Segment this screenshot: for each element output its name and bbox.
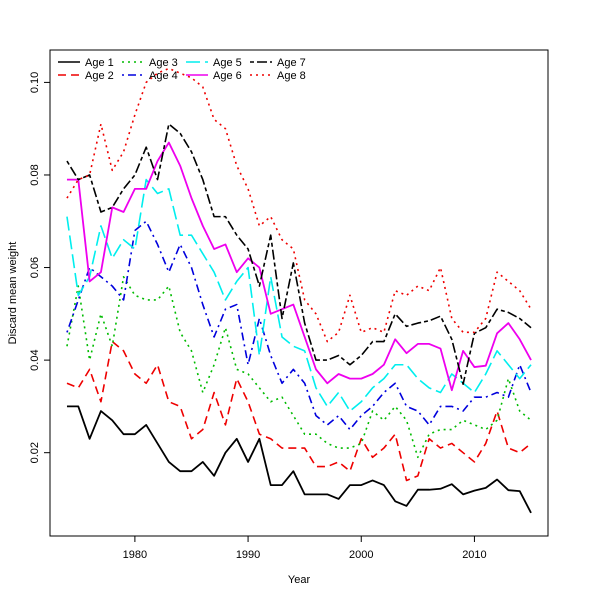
legend-label: Age 6 [213, 70, 242, 82]
legend-label: Age 5 [213, 57, 242, 69]
x-tick-label: 1990 [236, 549, 260, 561]
y-tick-label: 0.04 [29, 349, 41, 370]
y-axis: 0.02 0.04 0.06 0.08 0.10 [29, 72, 50, 463]
x-axis-title: Year [288, 574, 311, 586]
legend-item-age-3: Age 3 [122, 57, 178, 69]
x-tick-label: 2010 [462, 549, 486, 561]
series-line-age-4 [66, 220, 532, 431]
y-tick-label: 0.06 [29, 257, 41, 278]
y-tick-label: 0.10 [29, 72, 41, 93]
series-line-age-3 [66, 275, 532, 459]
series-line-age-6 [66, 141, 532, 392]
legend-label: Age 8 [277, 70, 306, 82]
series-line-age-2 [66, 340, 532, 482]
x-axis: 1980 1990 2000 2010 [123, 536, 487, 561]
series-line-age-8 [66, 67, 532, 343]
y-tick-label: 0.08 [29, 164, 41, 185]
legend-item-age-5: Age 5 [186, 57, 242, 69]
legend-item-age-7: Age 7 [250, 57, 306, 69]
series-lines [66, 67, 532, 514]
legend-label: Age 4 [149, 70, 178, 82]
legend-label: Age 2 [85, 70, 114, 82]
y-tick-label: 0.02 [29, 442, 41, 463]
legend-label: Age 3 [149, 57, 178, 69]
x-tick-label: 1980 [123, 549, 147, 561]
series-line-age-7 [66, 123, 532, 385]
legend-label: Age 7 [277, 57, 306, 69]
legend-item-age-2: Age 2 [58, 70, 114, 82]
legend-label: Age 1 [85, 57, 114, 69]
series-line-age-1 [66, 405, 532, 514]
legend-item-age-8: Age 8 [250, 70, 306, 82]
legend-item-age-6: Age 6 [186, 70, 242, 82]
y-axis-title: Discard mean weight [7, 242, 19, 345]
x-tick-label: 2000 [349, 549, 373, 561]
legend-item-age-1: Age 1 [58, 57, 114, 69]
legend-item-age-4: Age 4 [122, 70, 178, 82]
plot-frame [49, 49, 549, 537]
series-line-age-5 [66, 178, 532, 412]
